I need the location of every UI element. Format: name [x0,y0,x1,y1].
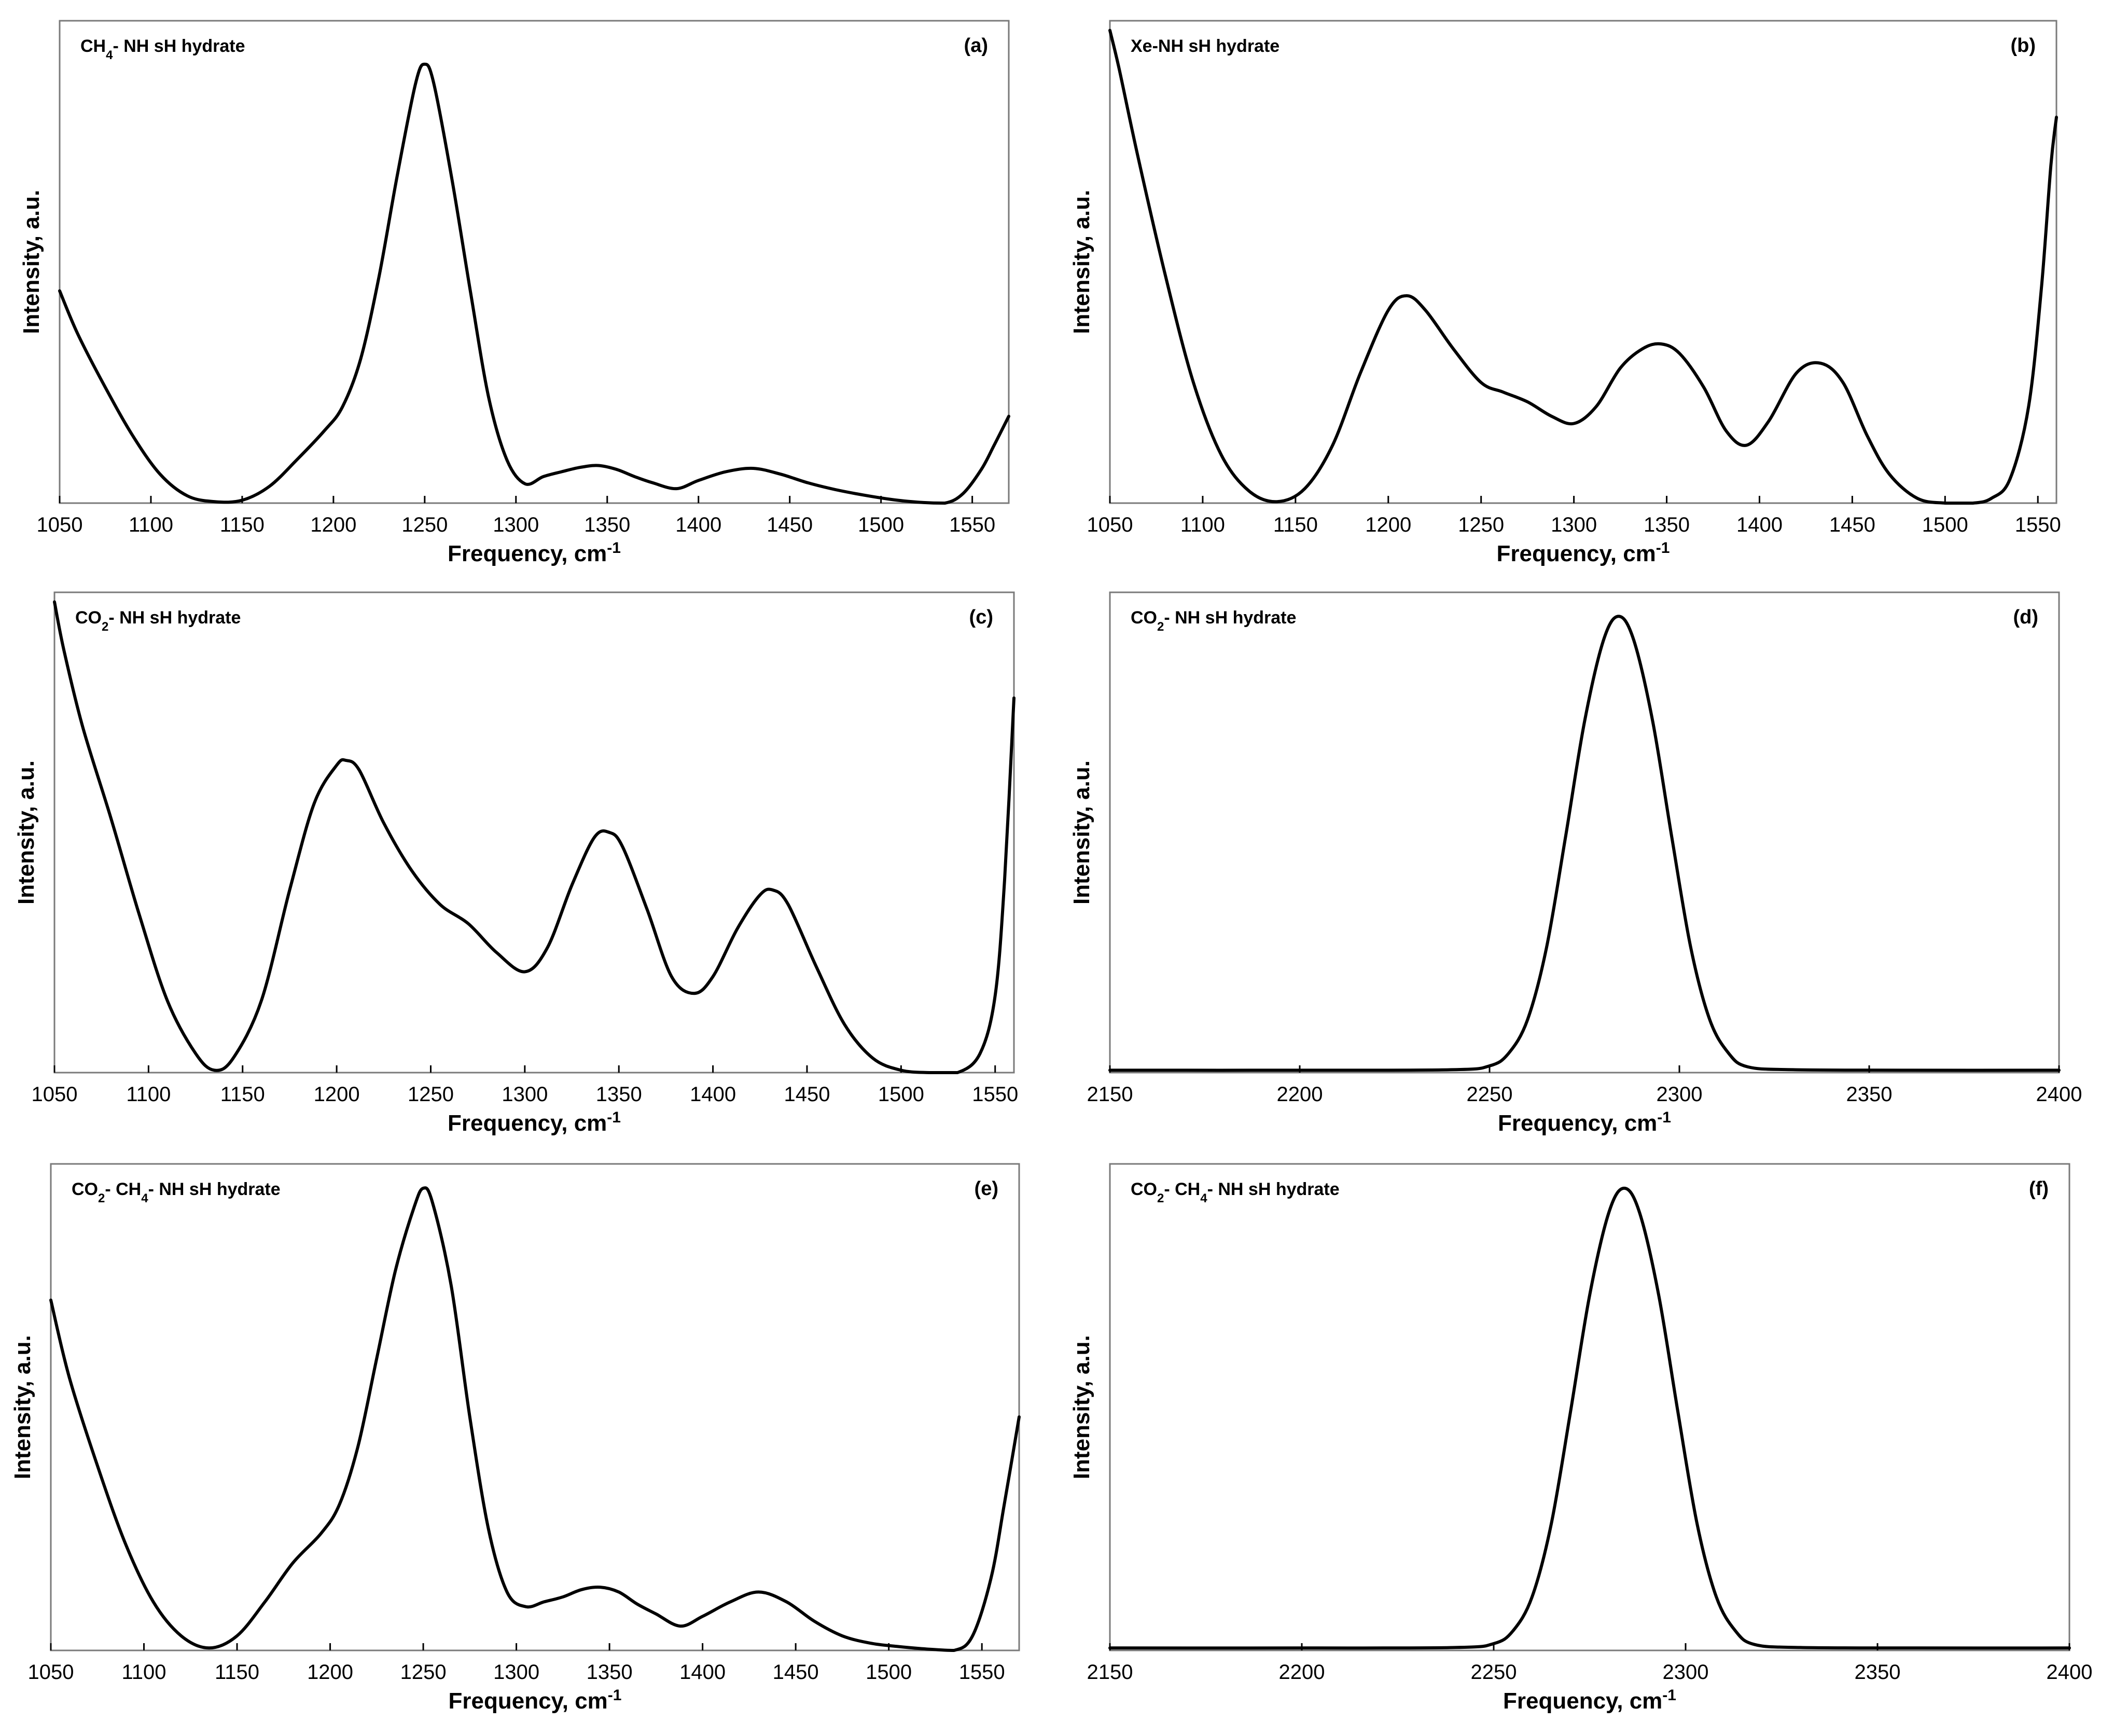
x-tick-label: 2300 [1657,1083,1703,1106]
panel-label: (f) [2029,1178,2049,1200]
panel-label: (a) [964,35,988,57]
spectrum-line [53,600,1016,1074]
x-tick-label: 1500 [878,1083,924,1106]
x-tick-label: 1300 [493,513,539,536]
x-tick-label: 1550 [972,1083,1018,1106]
x-axis-title: Frequency, cm-1 [448,1109,621,1136]
x-tick-label: 2250 [1467,1083,1513,1106]
x-tick-label: 1100 [122,1661,166,1684]
x-tick-label: 1350 [596,1083,642,1106]
x-tick-label: 1400 [1736,513,1783,536]
y-axis-title: Intensity, a.u. [1069,760,1094,905]
x-tick-label: 2200 [1279,1661,1325,1684]
x-tick-label: 2200 [1277,1083,1323,1106]
panel-title: CO2- NH sH hydrate [75,608,241,634]
panel-d: 2150 2200 2250 2300 2350 2400 Frequency, cm-1 I… [1069,591,2082,1136]
x-tick-label: 1350 [1644,513,1690,536]
panel-title: Xe-NH sH hydrate [1131,36,1279,56]
x-tick-label: 1550 [949,513,995,536]
spectrum-line [58,62,1010,505]
panel-title: CO2- CH4- NH sH hydrate [1131,1179,1340,1205]
x-axis-title: Frequency, cm-1 [1503,1687,1676,1714]
x-tick-label: 1150 [220,1083,265,1106]
plot-frame [59,20,1010,504]
x-tick-label: 1500 [858,513,904,536]
x-tick-label: 1250 [401,513,448,536]
x-tick-label: 1450 [1829,513,1875,536]
x-tick-label: 1050 [32,1083,78,1106]
panel-title: CO2- CH4- NH sH hydrate [72,1179,281,1205]
panel-a: 1050 1100 1150 1200 1250 1300 1350 1400 1450 1500… [19,20,1010,567]
x-tick-label: 1250 [1458,513,1504,536]
x-tick-label: 1550 [2015,513,2061,536]
panel-label: (e) [975,1178,998,1200]
x-tick-label: 1050 [37,513,83,536]
plot-frame [50,1163,1020,1651]
x-tick-label: 2250 [1471,1661,1517,1684]
x-tick-label: 1100 [1180,513,1225,536]
x-tick-label: 1300 [502,1083,548,1106]
x-tick-label: 1200 [1365,513,1411,536]
x-tick-label: 2350 [1855,1661,1901,1684]
x-tick-label: 1050 [28,1661,74,1684]
x-tick-label: 1050 [1087,513,1133,536]
x-tick-label: 1550 [959,1661,1005,1684]
x-tick-label: 1300 [1551,513,1597,536]
panel-title: CO2- NH sH hydrate [1131,608,1296,634]
panel-label: (c) [969,606,993,628]
y-axis-title: Intensity, a.u. [13,760,39,905]
plot-frame [1109,591,2060,1074]
x-tick-label: 1400 [675,513,721,536]
x-tick-label: 1500 [866,1661,912,1684]
panel-title: CH4- NH sH hydrate [80,36,245,62]
x-tick-label: 1200 [310,513,356,536]
x-tick-label: 1250 [408,1083,454,1106]
x-tick-label: 1400 [690,1083,736,1106]
x-axis-title: Frequency, cm-1 [448,539,621,567]
x-tick-label: 1100 [129,513,173,536]
x-axis-title: Frequency, cm-1 [1498,1109,1671,1136]
x-tick-label: 1450 [773,1661,819,1684]
x-tick-label: 1200 [307,1661,353,1684]
plot-frame [53,591,1015,1074]
plot-frame [1109,20,2057,504]
x-axis-title: Frequency, cm-1 [449,1687,622,1714]
x-tick-label: 2350 [1846,1083,1893,1106]
spectrum-line [1108,1186,2071,1650]
x-tick-label: 1300 [493,1661,539,1684]
panel-f: 2150 2200 2250 2300 2350 2400 Frequency, cm-1 I… [1069,1163,2093,1714]
x-axis-title: Frequency, cm-1 [1497,539,1670,567]
spectrum-line [1108,615,2061,1072]
plot-frame [1109,1163,2070,1651]
x-tick-label: 1350 [584,513,630,536]
x-tick-label: 2400 [2036,1083,2082,1106]
x-tick-label: 1200 [314,1083,360,1106]
x-tick-label: 1450 [784,1083,830,1106]
y-axis-title: Intensity, a.u. [19,190,44,334]
x-tick-label: 2150 [1087,1661,1133,1684]
y-axis-title: Intensity, a.u. [10,1335,35,1479]
y-axis-title: Intensity, a.u. [1069,1335,1094,1479]
x-tick-label: 1400 [679,1661,726,1684]
spectrum-line [49,1186,1021,1652]
x-tick-label: 2150 [1087,1083,1133,1106]
x-tick-label: 1100 [126,1083,171,1106]
panel-b: 1050 1100 1150 1200 1250 1300 1350 1400 1450 1500… [1069,20,2061,567]
x-tick-label: 2400 [2047,1661,2093,1684]
x-tick-label: 1150 [215,1661,259,1684]
panel-label: (d) [2013,606,2038,628]
x-tick-label: 2300 [1663,1661,1709,1684]
x-tick-label: 1450 [767,513,813,536]
spectrum-line [1108,29,2058,505]
x-tick-label: 1350 [587,1661,633,1684]
panel-c: 1050 1100 1150 1200 1250 1300 1350 1400 1450 1500… [13,591,1018,1136]
y-axis-title: Intensity, a.u. [1069,190,1094,334]
x-tick-label: 1150 [220,513,265,536]
panel-label: (b) [2010,35,2036,57]
panel-e: 1050 1100 1150 1200 1250 1300 1350 1400 1450 1500… [10,1163,1021,1714]
x-tick-label: 1500 [1922,513,1968,536]
x-tick-label: 1250 [400,1661,447,1684]
x-tick-label: 1150 [1273,513,1318,536]
